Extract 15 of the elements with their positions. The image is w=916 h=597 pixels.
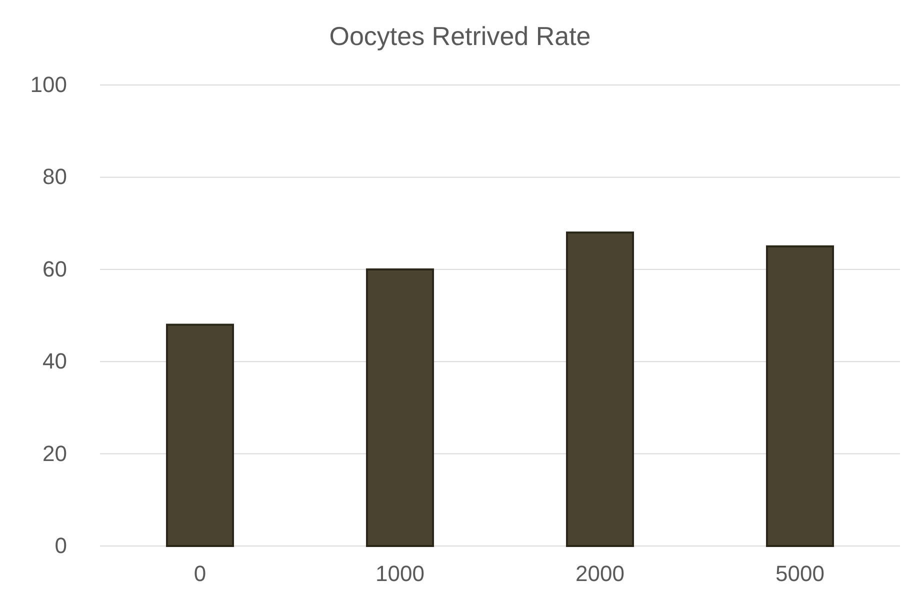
bar: [166, 324, 234, 547]
bar: [566, 232, 634, 547]
y-tick-label: 100: [30, 72, 67, 98]
x-tick-label: 5000: [776, 560, 824, 586]
x-tick-label: 1000: [376, 560, 424, 586]
y-tick-label: 40: [42, 348, 67, 374]
bar: [766, 245, 834, 547]
chart-title: Oocytes Retrived Rate: [329, 21, 591, 51]
y-tick-label: 20: [42, 440, 67, 466]
y-tick-label: 60: [42, 256, 67, 282]
y-tick-label: 80: [42, 164, 67, 190]
x-tick-label: 0: [194, 560, 206, 586]
x-tick-label: 2000: [576, 560, 624, 586]
bar: [366, 268, 434, 547]
y-tick-label: 0: [54, 533, 67, 558]
